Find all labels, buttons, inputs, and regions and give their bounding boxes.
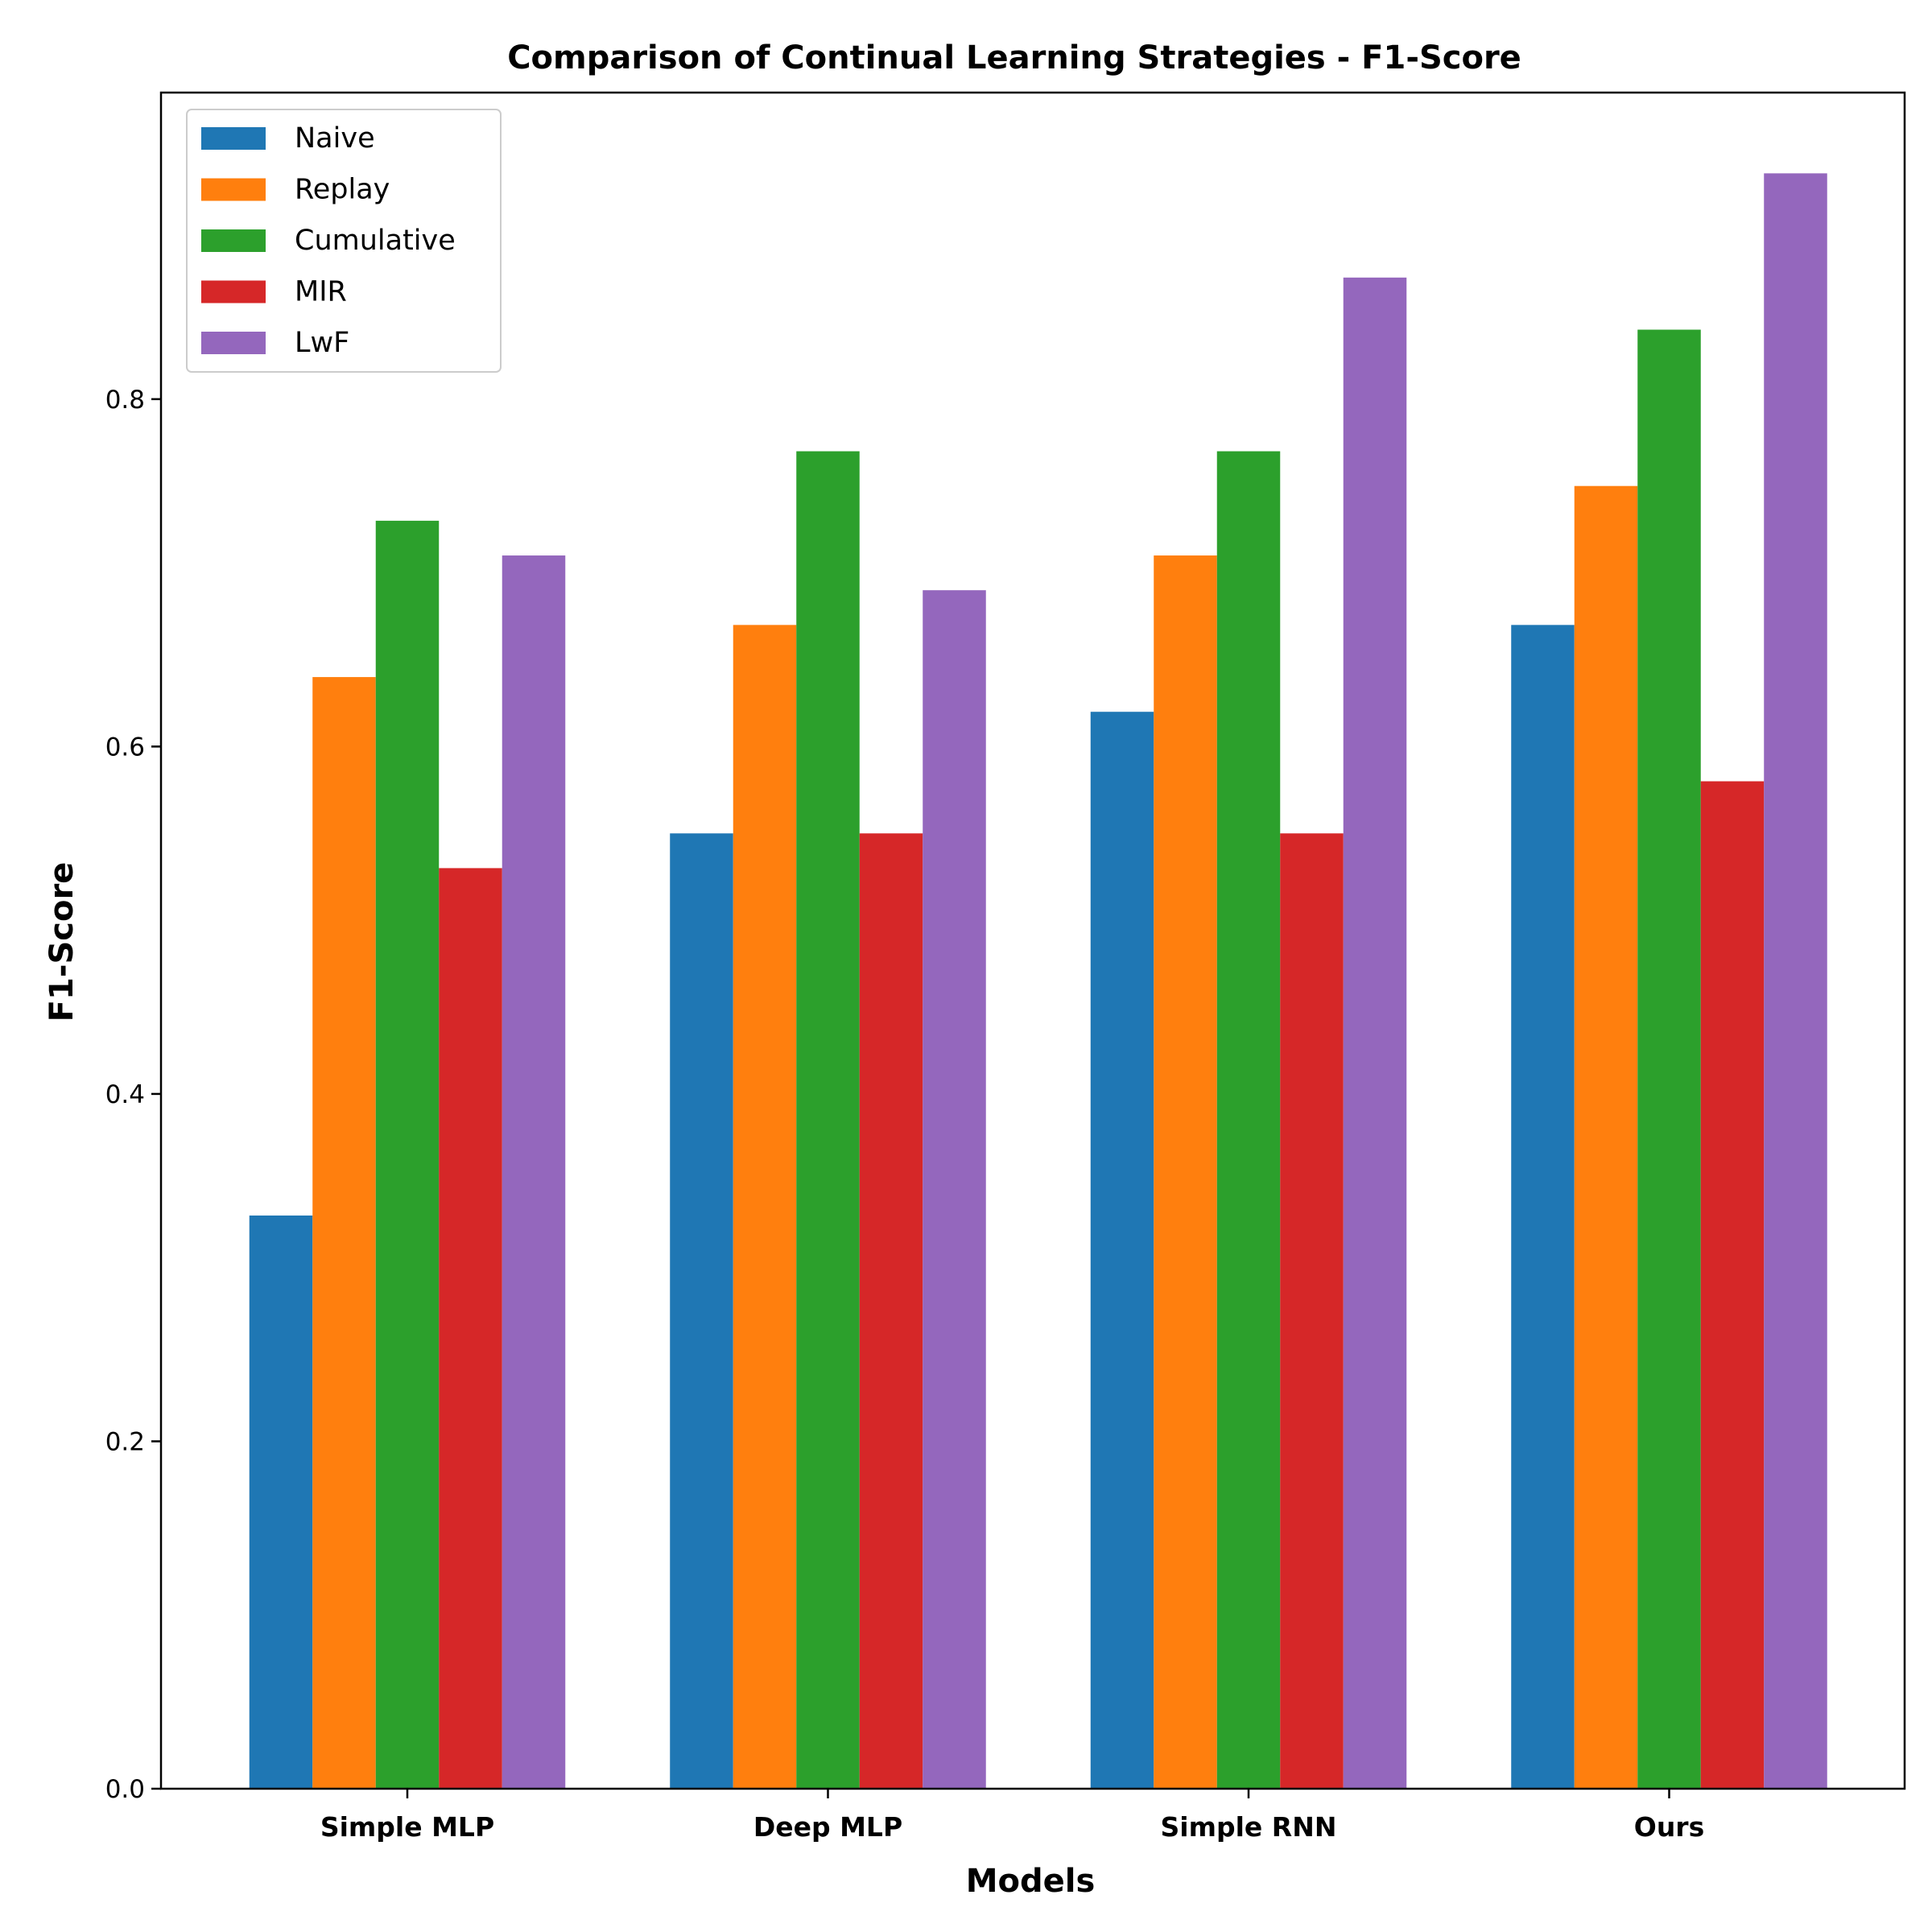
bar-naive-ours: [1511, 625, 1575, 1789]
chart-title: Comparison of Continual Learning Strateg…: [507, 39, 1521, 76]
y-tick-label: 0.2: [105, 1427, 145, 1456]
y-tick-label: 0.6: [105, 733, 145, 762]
x-tick-label: Ours: [1634, 1811, 1704, 1843]
bar-replay-ours: [1574, 485, 1638, 1789]
x-tick-label: Simple MLP: [320, 1811, 494, 1843]
bar-cumulative-ours: [1637, 329, 1701, 1790]
bars-layer: [249, 173, 1827, 1790]
legend-swatch-replay: [201, 178, 266, 201]
bar-lwf-deep-mlp: [923, 590, 986, 1789]
legend-label-lwf: LwF: [295, 327, 349, 359]
legend-swatch-naive: [201, 127, 266, 150]
bar-cumulative-simple-rnn: [1216, 451, 1281, 1789]
bar-mir-ours: [1700, 781, 1765, 1789]
x-tick-label: Simple RNN: [1161, 1811, 1337, 1843]
bar-replay-simple-rnn: [1154, 555, 1217, 1789]
legend-label-replay: Replay: [295, 174, 390, 206]
bar-cumulative-simple-mlp: [375, 520, 440, 1790]
legend-label-mir: MIR: [295, 276, 347, 308]
y-tick-label: 0.0: [105, 1775, 145, 1804]
bar-naive-deep-mlp: [670, 833, 733, 1789]
bar-naive-simple-rnn: [1090, 712, 1154, 1790]
y-axis-label: F1-Score: [43, 862, 80, 1022]
y-tick-label: 0.4: [105, 1080, 145, 1109]
y-tick-label: 0.8: [105, 386, 145, 415]
bar-mir-simple-rnn: [1280, 833, 1344, 1789]
bar-replay-simple-mlp: [312, 677, 376, 1789]
bar-mir-deep-mlp: [859, 833, 923, 1789]
bar-mir-simple-mlp: [439, 868, 502, 1789]
bar-lwf-simple-mlp: [502, 555, 566, 1789]
y-axis: 0.0 0.2 0.4 0.6 0.8: [105, 386, 161, 1804]
bar-lwf-simple-rnn: [1343, 277, 1407, 1790]
bar-replay-deep-mlp: [733, 625, 797, 1789]
x-axis-label: Models: [966, 1863, 1096, 1900]
legend-label-cumulative: Cumulative: [295, 225, 456, 257]
x-tick-label: Deep MLP: [753, 1811, 902, 1843]
legend-frame: [186, 109, 502, 373]
bar-lwf-ours: [1764, 173, 1827, 1789]
legend-swatch-lwf: [201, 332, 266, 354]
plot-frame: [159, 91, 1906, 1790]
legend-label-naive: Naive: [295, 122, 375, 155]
legend: Naive Replay Cumulative MIR LwF: [186, 109, 502, 373]
x-axis: Simple MLP Deep MLP Simple RNN Ours: [320, 1789, 1704, 1843]
legend-swatch-mir: [201, 280, 266, 303]
bar-cumulative-deep-mlp: [796, 451, 860, 1789]
legend-swatch-cumulative: [201, 229, 266, 252]
bar-naive-simple-mlp: [249, 1215, 313, 1789]
